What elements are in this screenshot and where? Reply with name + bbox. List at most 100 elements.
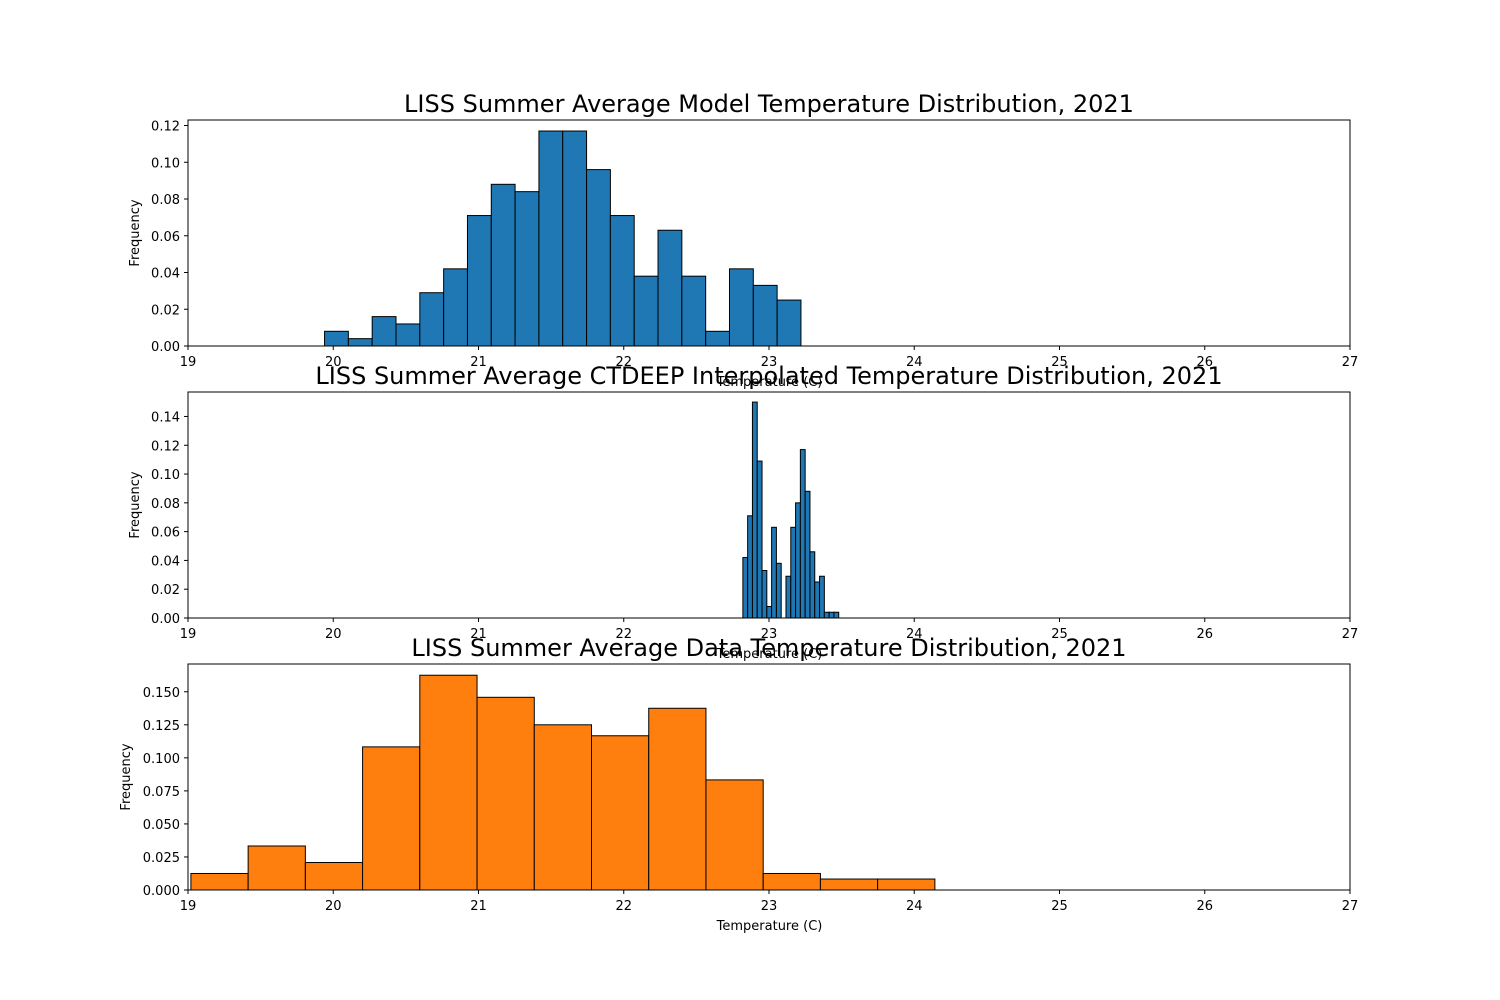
histogram-bar	[347, 338, 373, 347]
y-tick-label: 0.100	[143, 752, 180, 767]
histogram-bar	[728, 268, 754, 347]
y-tick-label: 0.04	[151, 267, 180, 282]
histogram-bar	[609, 215, 635, 347]
y-tick-label: 0.08	[151, 497, 180, 512]
y-tick-label: 0.025	[143, 851, 180, 866]
histogram-bar	[762, 872, 821, 891]
histogram-bar	[828, 611, 835, 619]
histogram-bar	[752, 284, 778, 347]
histogram-bars	[324, 130, 802, 347]
x-tick-label: 27	[1342, 899, 1359, 914]
x-tick-label: 22	[615, 355, 632, 370]
histogram-bar	[371, 316, 397, 347]
histogram-bar	[533, 724, 593, 891]
histogram-bar	[681, 275, 707, 347]
histogram-bar	[190, 872, 249, 891]
histogram-bar	[324, 330, 349, 347]
histogram-bar	[419, 674, 478, 891]
y-tick-label: 0.125	[143, 719, 180, 734]
histogram-bar	[466, 215, 492, 347]
x-tick-label: 20	[325, 355, 342, 370]
y-tick-label: 0.14	[151, 410, 180, 425]
x-tick-label: 25	[1051, 355, 1068, 370]
histogram-bar	[799, 449, 806, 619]
histogram-bar	[362, 746, 421, 891]
x-tick-label: 26	[1196, 899, 1213, 914]
histogram-bar	[591, 735, 650, 891]
x-tick-label: 19	[180, 355, 197, 370]
y-tick-label: 0.00	[151, 612, 180, 627]
histogram-bar	[747, 515, 753, 619]
x-tick-label: 27	[1342, 627, 1359, 642]
y-tick-label: 0.000	[143, 884, 180, 899]
histogram-bar	[771, 526, 777, 619]
histogram-bars	[742, 401, 840, 619]
y-axis-label: Frequency	[128, 199, 143, 266]
x-tick-label: 26	[1196, 627, 1213, 642]
y-tick-label: 0.06	[151, 526, 180, 541]
histogram-bar	[785, 575, 792, 619]
histogram-bar	[476, 696, 535, 891]
histogram-bar	[742, 557, 749, 619]
y-axis-label: Frequency	[119, 743, 134, 810]
chart-title: LISS Summer Average CTDEEP Interpolated …	[315, 362, 1222, 390]
y-tick-label: 0.08	[151, 193, 180, 208]
x-tick-label: 21	[470, 899, 487, 914]
y-tick-label: 0.050	[143, 818, 180, 833]
histogram-bar	[795, 502, 801, 619]
histogram-bar	[304, 862, 364, 891]
y-tick-label: 0.10	[151, 468, 180, 483]
plot-frame	[187, 391, 1351, 619]
histogram-bar	[877, 878, 936, 891]
histogram-bar	[776, 299, 802, 347]
histogram-bar	[819, 575, 825, 619]
histogram-bar	[814, 581, 821, 619]
x-tick-label: 25	[1051, 899, 1068, 914]
x-tick-label: 24	[906, 627, 923, 642]
histogram-bar	[804, 490, 811, 619]
histogram-bar	[648, 707, 707, 891]
y-tick-label: 0.150	[143, 686, 180, 701]
y-tick-label: 0.02	[151, 303, 180, 318]
y-tick-label: 0.04	[151, 554, 180, 569]
y-tick-label: 0.12	[151, 439, 180, 454]
chart-title: LISS Summer Average Model Temperature Di…	[404, 90, 1134, 118]
histogram-bar	[705, 330, 730, 347]
x-tick-label: 19	[180, 899, 197, 914]
x-tick-label: 26	[1196, 355, 1213, 370]
chart-title: LISS Summer Average Data Temperature Dis…	[411, 634, 1126, 662]
histogram-bar	[247, 845, 306, 891]
y-tick-label: 0.075	[143, 785, 180, 800]
histogram-bar	[562, 130, 588, 347]
histogram-bar	[790, 526, 797, 619]
y-tick-label: 0.02	[151, 583, 180, 598]
histogram-bar	[443, 268, 468, 347]
x-axis-label: Temperature (C)	[716, 647, 823, 662]
x-tick-label: 21	[470, 627, 487, 642]
x-tick-label: 23	[761, 899, 778, 914]
y-tick-label: 0.10	[151, 156, 180, 171]
histogram-bar	[705, 779, 764, 891]
histogram-bar	[833, 611, 840, 619]
histogram-bar	[809, 551, 816, 619]
histogram-bar	[766, 605, 773, 619]
histogram-bar	[633, 275, 659, 347]
y-axis-label: Frequency	[128, 471, 143, 538]
x-tick-label: 24	[906, 355, 923, 370]
x-axis-label: Temperature (C)	[716, 375, 823, 390]
histogram-bars	[190, 674, 936, 891]
x-tick-label: 24	[906, 899, 923, 914]
histogram-bar	[823, 611, 830, 619]
x-tick-label: 23	[761, 355, 778, 370]
histogram-bar	[514, 191, 540, 347]
histogram-bar	[586, 169, 611, 347]
x-tick-label: 22	[615, 899, 632, 914]
histogram-bar	[538, 130, 564, 347]
histogram-bar	[657, 229, 683, 347]
y-tick-label: 0.12	[151, 120, 180, 135]
x-tick-label: 20	[325, 627, 342, 642]
x-tick-label: 22	[615, 627, 632, 642]
histogram-bar	[490, 183, 516, 347]
histogram-bar	[775, 562, 782, 619]
